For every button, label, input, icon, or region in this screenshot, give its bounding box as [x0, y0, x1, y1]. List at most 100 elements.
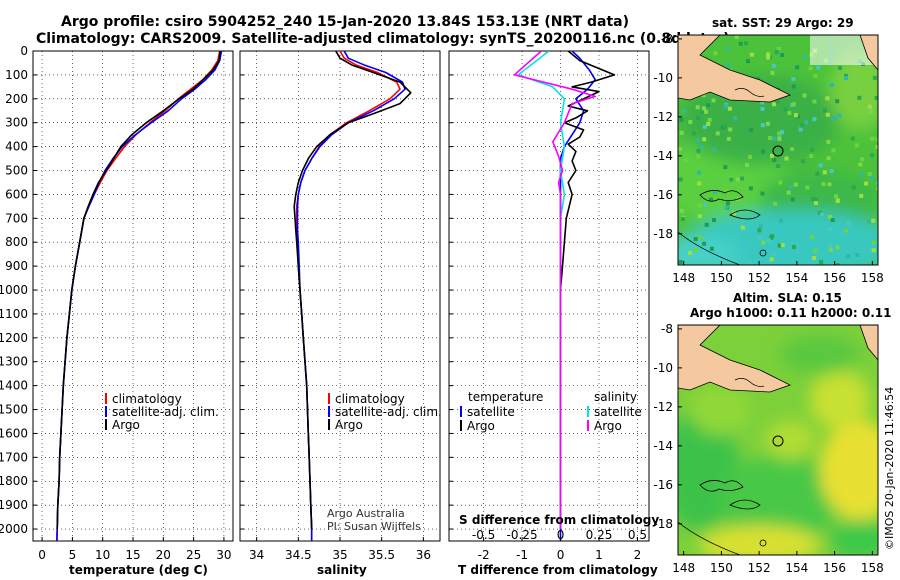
- x-tick-label: 15: [125, 548, 140, 562]
- map-x-tick-label: 152: [748, 271, 771, 285]
- sst-pixel: [702, 124, 707, 129]
- x-tick-label: 20: [156, 548, 171, 562]
- argo-location-marker: [772, 435, 784, 447]
- map-y-tick-label: -14: [653, 439, 673, 453]
- sst-pixel: [812, 256, 817, 260]
- map-x-tick-label: 148: [672, 271, 695, 285]
- sst-pixel: [876, 181, 878, 186]
- sst-pixel: [715, 131, 720, 136]
- series-line-satellite-adj-clim-: [296, 51, 406, 541]
- sst-pixel: [808, 66, 813, 71]
- sst-pixel: [702, 106, 706, 111]
- sst-pixel: [679, 130, 684, 135]
- sst-pixel: [697, 181, 702, 186]
- argo-location-marker: [772, 145, 784, 157]
- series-line-climatology: [295, 51, 401, 541]
- sst-pixel: [876, 186, 878, 191]
- sst-pixel: [679, 117, 684, 122]
- sst-pixel: [775, 99, 780, 104]
- x-tick-label: 34: [249, 548, 264, 562]
- sst-pixel: [698, 236, 703, 240]
- sst-pixel: [847, 220, 851, 225]
- x2-tick-label: -0.25: [507, 528, 538, 542]
- sst-pixel: [812, 117, 817, 122]
- sst-pixel: [757, 228, 762, 233]
- sst-pixel: [835, 245, 840, 250]
- temperature-x-ticks: 0 5 10 15 20 25 30: [38, 537, 232, 562]
- depth-tick-label: 2000: [0, 522, 28, 536]
- x-tick-label: 1: [595, 548, 603, 562]
- depth-tick-label: 1700: [0, 450, 28, 464]
- sst-pixel: [805, 185, 810, 190]
- sst-pixel: [760, 106, 765, 111]
- x-tick-label: 5: [69, 548, 77, 562]
- sst-pixel: [738, 41, 743, 46]
- map-x-tick-label: 156: [823, 271, 846, 285]
- sst-pixel: [829, 169, 834, 173]
- salinity-legend: climatology satellite-adj. clim. Argo: [328, 392, 442, 432]
- x-tick-label: 35.5: [368, 548, 395, 562]
- sst-pixel: [722, 124, 727, 129]
- sst-pixel: [819, 260, 824, 265]
- map-x-tick-label: 154: [785, 271, 808, 285]
- depth-tick-label: 400: [5, 140, 28, 154]
- sst-pixel: [809, 154, 814, 158]
- sst-pixel: [830, 218, 835, 223]
- sst-pixel: [831, 148, 836, 153]
- difference-legend: temperature satellite Argo salinity sate…: [460, 390, 642, 433]
- depth-tick-label: 1100: [0, 307, 28, 321]
- sst-pixel: [683, 158, 688, 163]
- sst-pixel: [825, 96, 830, 101]
- sst-pixel: [723, 165, 728, 170]
- sst-pixel: [854, 143, 859, 148]
- sst-pixel: [871, 248, 876, 253]
- sst-pixel: [736, 177, 740, 182]
- sst-pixel: [699, 144, 704, 149]
- sst-pixel: [761, 240, 766, 245]
- sst-pixel: [869, 109, 873, 114]
- header-line-1: Argo profile: csiro 5904252_240 15-Jan-2…: [61, 14, 629, 30]
- sst-pixel: [819, 212, 824, 217]
- sst-pixel: [695, 116, 700, 121]
- credit-line-1: Argo Australia: [327, 507, 405, 520]
- sst-pixel: [702, 137, 707, 142]
- sst-pixel: [745, 163, 750, 167]
- sst-map: [678, 35, 878, 265]
- sst-pixel: [859, 193, 864, 198]
- sst-pixel: [790, 197, 795, 202]
- legend-label-argo: Argo: [335, 418, 363, 432]
- sst-pixel: [732, 211, 737, 216]
- x2-tick-label: 0.25: [586, 528, 613, 542]
- sst-pixel: [778, 180, 783, 185]
- difference-xlabel: T difference from climatology: [458, 563, 658, 577]
- salinity-series: [293, 51, 412, 541]
- sst-pixel: [760, 191, 765, 196]
- map-x-tick-label: 158: [861, 561, 884, 575]
- sst-pixel: [780, 243, 785, 248]
- map-y-tick-label: -14: [653, 149, 673, 163]
- sst-pixel: [728, 127, 733, 132]
- sst-pixel: [706, 121, 711, 126]
- map-y-tick-label: -18: [653, 517, 673, 531]
- difference-x-ticks: -2 -1 0 1 2 -0.5 -0.25 0 0.25 0.5: [472, 528, 647, 562]
- sst-pixel: [791, 84, 796, 89]
- sst-pixel: [724, 205, 729, 210]
- sst-pixel: [813, 248, 818, 253]
- depth-tick-label: 800: [5, 235, 28, 249]
- sst-pixel: [713, 51, 718, 56]
- x2-tick-label: 0.5: [628, 528, 647, 542]
- map-y-tick-label: -10: [653, 71, 673, 85]
- sst-pixel: [823, 108, 827, 113]
- legend-label-climatology: climatology: [112, 392, 182, 406]
- sst-pixel: [681, 217, 685, 222]
- salinity-xlabel: salinity: [317, 563, 367, 577]
- sst-pixel: [867, 104, 872, 109]
- sst-pixel: [837, 113, 842, 118]
- legend-label-climatology: climatology: [335, 392, 405, 406]
- x-tick-label: 30: [216, 548, 231, 562]
- depth-tick-label: 1900: [0, 498, 28, 512]
- sst-pixel: [770, 71, 775, 75]
- sst-pixel: [814, 197, 819, 202]
- sst-pixel: [790, 147, 795, 152]
- sla-map-title-2: Argo h1000: 0.11 h2000: 0.11: [690, 306, 891, 320]
